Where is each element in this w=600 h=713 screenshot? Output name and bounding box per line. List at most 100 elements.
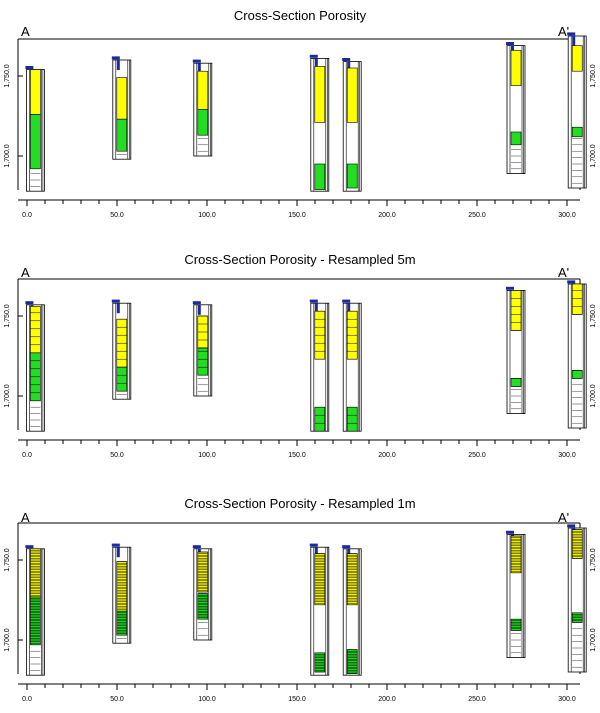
porosity-green-zone xyxy=(510,378,522,387)
well-3 xyxy=(192,59,213,157)
porosity-yellow-zone xyxy=(510,50,522,86)
well-top-marker xyxy=(111,56,120,60)
panel-2-label-a-prime: A' xyxy=(558,265,570,280)
porosity-green-zone xyxy=(116,118,128,152)
porosity-yellow-zone xyxy=(116,561,128,612)
well-top-marker xyxy=(309,543,318,547)
x-tick-label: 300.0 xyxy=(558,452,576,459)
x-tick-label: 100.0 xyxy=(198,212,216,219)
y-tick-label-right: 1,750.0 xyxy=(590,64,597,87)
x-tick-label: 150.0 xyxy=(288,452,306,459)
well-4 xyxy=(309,299,330,432)
porosity-yellow-zone xyxy=(571,283,583,315)
well-top-marker xyxy=(567,280,576,284)
x-tick-label: 150.0 xyxy=(288,696,306,703)
porosity-yellow-zone xyxy=(510,535,522,574)
x-tick-label: 200.0 xyxy=(378,452,396,459)
y-tick-label-right: 1,750.0 xyxy=(590,548,597,571)
panel-2-title: Cross-Section Porosity - Resampled 5m xyxy=(184,252,416,267)
well-1 xyxy=(25,545,45,676)
porosity-green-zone xyxy=(197,109,209,136)
porosity-yellow-zone xyxy=(30,306,41,354)
well-top-blue-zone xyxy=(197,304,201,315)
porosity-green-zone xyxy=(314,163,326,190)
x-tick-label: 100.0 xyxy=(198,452,216,459)
well-top-marker xyxy=(192,545,201,549)
well-4 xyxy=(309,54,330,192)
y-tick-label-right: 1,700.0 xyxy=(590,628,597,651)
well-top-marker xyxy=(25,301,34,305)
well-2 xyxy=(111,543,132,644)
well-5 xyxy=(342,545,362,676)
y-tick-label-left: 1,750.0 xyxy=(4,548,11,571)
x-tick-label: 250.0 xyxy=(468,452,486,459)
porosity-green-zone xyxy=(510,131,522,146)
well-top-blue-zone xyxy=(314,303,318,314)
porosity-green-zone xyxy=(314,406,326,432)
well-top-blue-zone xyxy=(314,58,318,69)
porosity-yellow-zone xyxy=(30,69,41,115)
well-top-marker xyxy=(309,299,318,303)
well-6 xyxy=(506,530,526,658)
panel-1-label-a-prime: A' xyxy=(558,24,570,39)
x-tick-label: 200.0 xyxy=(378,696,396,703)
well-7 xyxy=(567,524,587,673)
well-1 xyxy=(25,66,45,192)
well-top-marker xyxy=(25,66,34,69)
y-tick-label-right: 1,750.0 xyxy=(590,304,597,327)
x-tick-label: 100.0 xyxy=(198,696,216,703)
porosity-yellow-zone xyxy=(197,70,209,110)
y-tick-label-left: 1,700.0 xyxy=(4,628,11,651)
panel-1-chart: 1,700.0 1,700.0 1,750.0 1,750.0 0.0 50.0 100.0… xyxy=(4,32,597,219)
well-top-marker xyxy=(342,58,351,61)
porosity-yellow-zone xyxy=(116,77,128,120)
porosity-green-zone xyxy=(571,126,583,138)
y-tick-label-right: 1,700.0 xyxy=(590,384,597,407)
well-top-blue-zone xyxy=(314,547,318,558)
well-3 xyxy=(192,545,213,641)
well-top-marker xyxy=(309,54,318,58)
x-tick-label: 300.0 xyxy=(558,212,576,219)
well-2 xyxy=(111,56,132,160)
well-7 xyxy=(567,280,587,429)
well-casing xyxy=(567,35,587,189)
y-tick-label-left: 1,750.0 xyxy=(4,304,11,327)
porosity-green-zone xyxy=(116,610,128,636)
well-top-blue-zone xyxy=(116,303,120,314)
panel-1-title: Cross-Section Porosity xyxy=(233,8,367,23)
well-top-marker xyxy=(111,543,120,547)
panel-2-label-a: A xyxy=(21,265,30,280)
porosity-green-zone xyxy=(346,649,358,674)
x-tick-label: 250.0 xyxy=(468,696,486,703)
well-top-marker xyxy=(506,42,514,45)
well-top-blue-zone xyxy=(347,61,351,72)
well-top-blue-zone xyxy=(116,60,120,70)
panel-1-label-a: A xyxy=(21,24,30,39)
porosity-green-zone xyxy=(30,114,41,170)
well-5 xyxy=(342,58,362,192)
y-tick-label-left: 1,700.0 xyxy=(4,384,11,407)
well-2 xyxy=(111,299,132,400)
x-tick-label: 0.0 xyxy=(22,452,32,459)
y-tick-label-left: 1,700.0 xyxy=(4,144,11,167)
well-top-blue-zone xyxy=(347,303,351,314)
x-tick-label: 0.0 xyxy=(22,212,32,219)
x-tick-label: 50.0 xyxy=(110,212,124,219)
well-top-blue-zone xyxy=(116,547,120,558)
well-1 xyxy=(25,301,45,432)
porosity-green-zone xyxy=(346,163,358,189)
panel-2-chart: 1,700.0 1,700.0 1,750.0 1,750.0 0.0 50.0 100.0… xyxy=(4,278,597,459)
well-top-marker xyxy=(567,524,576,528)
panel-3-label-a-prime: A' xyxy=(558,510,570,525)
well-top-blue-zone xyxy=(197,63,201,74)
porosity-green-zone xyxy=(116,366,128,392)
well-7 xyxy=(567,32,587,189)
well-top-marker xyxy=(506,530,514,534)
porosity-green-zone xyxy=(346,406,358,432)
y-tick-label-left: 1,750.0 xyxy=(4,64,11,87)
panel-3-chart: 1,700.0 1,700.0 1,750.0 1,750.0 0.0 50.0 100.0… xyxy=(4,522,597,703)
x-tick-label: 200.0 xyxy=(378,212,396,219)
porosity-yellow-zone xyxy=(510,290,522,331)
x-tick-label: 0.0 xyxy=(22,696,32,703)
well-top-marker xyxy=(111,299,120,303)
